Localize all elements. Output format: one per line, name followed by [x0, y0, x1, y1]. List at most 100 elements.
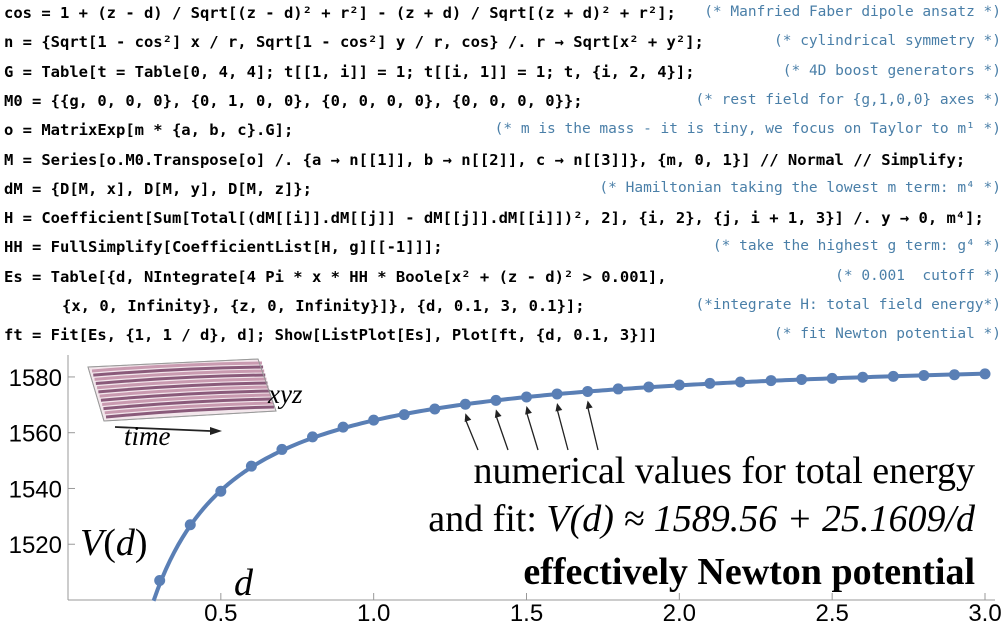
data-points	[154, 368, 991, 586]
code-text: n = {Sqrt[1 - cos²] x / r, Sqrt[1 - cos²…	[4, 33, 704, 52]
inset-stripe	[105, 405, 275, 419]
code-text: H = Coefficient[Sum[Total[(dM[[i]].dM[[j…	[4, 209, 984, 228]
inset-stripe	[99, 385, 269, 398]
data-point	[612, 383, 624, 395]
code-text: ft = Fit[Es, {1, 1 / d}, d]; Show[ListPl…	[4, 326, 658, 345]
annotation-arrow	[494, 409, 509, 451]
code-comment: (* Manfried Faber dipole ansatz *)	[704, 4, 1001, 20]
code-comment: (* take the highest g term: g⁴ *)	[712, 238, 1001, 255]
data-point	[245, 460, 257, 472]
y-tick-label: 1520	[9, 532, 62, 559]
data-point	[368, 414, 380, 426]
data-point	[521, 391, 532, 403]
data-point	[765, 375, 777, 387]
data-point	[184, 519, 196, 531]
data-point	[796, 373, 808, 385]
code-line: n = {Sqrt[1 - cos²] x / r, Sqrt[1 - cos²…	[4, 33, 1001, 57]
code-text: G = Table[t = Table[0, 4, 4]; t[[1, i]] …	[4, 62, 695, 81]
inset-xyz-label: xyz	[267, 379, 303, 409]
inset-stripe	[98, 381, 268, 394]
annotation-arrow	[464, 413, 479, 451]
data-point	[582, 385, 594, 397]
annotation-line-1: numerical values for total energy	[473, 450, 975, 492]
code-comment: (*integrate H: total field energy*)	[695, 297, 1001, 313]
data-point	[276, 443, 288, 455]
code-text: o = MatrixExp[m * {a, b, c}.G];	[4, 121, 294, 140]
code-comment: (* rest field for {g,1,0,0} axes *)	[695, 91, 1001, 108]
code-text: M0 = {{g, 0, 0, 0}, {0, 1, 0, 0}, {0, 0,…	[4, 91, 583, 110]
inset-stripe	[93, 365, 264, 377]
data-point	[734, 376, 746, 388]
y-ticks: 1520 1540 1560 1580	[9, 365, 75, 559]
code-panel: cos = 1 + (z - d) / Sqrt[(z - d)² + r²] …	[4, 4, 1001, 350]
code-text: M = Series[o.M0.Transpose[o] /. {a → n[[…	[4, 150, 966, 169]
annotation-line-3: effectively Newton potential	[523, 551, 975, 593]
x-tick-label: 2.0	[663, 600, 696, 624]
x-axis-label: d	[234, 562, 254, 604]
code-line: M0 = {{g, 0, 0, 0}, {0, 1, 0, 0}, {0, 0,…	[4, 92, 1001, 116]
annotation-arrow	[585, 400, 599, 451]
x-ticks: 0.5 1.0 1.5 2.0 2.5 3.0	[204, 593, 1002, 624]
inset-stripe	[102, 393, 271, 406]
inset-stripe	[96, 377, 267, 390]
data-point	[307, 431, 319, 443]
code-line: {x, 0, Infinity}, {z, 0, Infinity}]}, {d…	[4, 297, 1001, 321]
code-comment: (* 4D boost generators *)	[782, 62, 1001, 79]
inset-stripe	[94, 369, 265, 381]
data-point	[398, 409, 410, 421]
data-point	[551, 388, 563, 400]
annotation-arrow	[525, 406, 539, 451]
code-text: cos = 1 + (z - d) / Sqrt[(z - d)² + r²] …	[4, 4, 676, 22]
data-point	[215, 485, 227, 497]
code-comment: (* m is the mass - it is tiny, we focus …	[494, 121, 1001, 138]
inset-stripe	[91, 361, 263, 373]
y-axis-label: V(d)	[80, 522, 148, 564]
inset-stripe	[100, 389, 270, 402]
code-line: dM = {D[M, x], D[M, y], D[M, z]}; (* Hami…	[4, 180, 1001, 204]
code-line: Es = Table[{d, NIntegrate[4 Pi * x * HH …	[4, 268, 1001, 292]
inset-time-label: time	[124, 421, 171, 451]
fit-curve	[151, 371, 986, 602]
code-line: HH = FullSimplify[CoefficientList[H, g][…	[4, 238, 1001, 262]
code-line: H = Coefficient[Sum[Total[(dM[[i]].dM[[j…	[4, 209, 1001, 233]
x-tick-label: 3.0	[968, 600, 1001, 624]
data-point	[490, 394, 502, 406]
data-point	[154, 574, 166, 586]
code-comment: (* Hamiltonian taking the lowest m term:…	[599, 179, 1001, 196]
code-text: dM = {D[M, x], D[M, y], D[M, z]};	[4, 179, 312, 198]
annotation-arrow	[555, 402, 569, 451]
code-line: M = Series[o.M0.Transpose[o] /. {a → n[[…	[4, 151, 1001, 175]
data-point	[826, 372, 838, 384]
code-line: G = Table[t = Table[0, 4, 4]; t[[1, i]] …	[4, 63, 1001, 87]
code-text: {x, 0, Infinity}, {z, 0, Infinity}]}, {d…	[62, 297, 585, 315]
code-line: cos = 1 + (z - d) / Sqrt[(z - d)² + r²] …	[4, 4, 1001, 28]
data-point	[918, 370, 930, 382]
energy-plot: 1520 1540 1560 1580 0.5 1.0 1.5 2.0 2.5 3.0 xyz …	[9, 355, 1002, 624]
data-point	[673, 379, 685, 391]
data-point	[857, 371, 869, 383]
inset-stripe	[95, 373, 266, 386]
inset-stripe	[104, 401, 273, 415]
y-tick-label: 1560	[9, 421, 62, 448]
code-text: Es = Table[{d, NIntegrate[4 Pi * x * HH …	[4, 267, 667, 286]
data-point	[704, 377, 716, 389]
data-point	[429, 403, 441, 415]
code-comment: (* fit Newton potential *)	[774, 326, 1001, 343]
annotation-arrows	[464, 400, 599, 451]
data-point	[979, 368, 991, 380]
inset-image: xyz time	[87, 358, 303, 451]
x-tick-label: 0.5	[204, 600, 237, 624]
code-text: HH = FullSimplify[CoefficientList[H, g][…	[4, 238, 443, 257]
code-line: ft = Fit[Es, {1, 1 / d}, d]; Show[ListPl…	[4, 326, 1001, 350]
x-tick-label: 1.5	[510, 600, 543, 624]
x-tick-label: 2.5	[815, 600, 848, 624]
y-tick-label: 1540	[9, 476, 62, 503]
data-point	[643, 381, 655, 393]
inset-stripe	[103, 397, 272, 411]
code-line: o = MatrixExp[m * {a, b, c}.G]; (* m is t…	[4, 121, 1001, 145]
data-point	[948, 369, 960, 381]
annotation-line-2: and fit: V(d) ≈ 1589.56 + 25.1609/d	[428, 498, 976, 540]
code-comment: (* 0.001 cutoff *)	[835, 267, 1001, 284]
data-point	[459, 398, 471, 410]
x-tick-label: 1.0	[357, 600, 390, 624]
